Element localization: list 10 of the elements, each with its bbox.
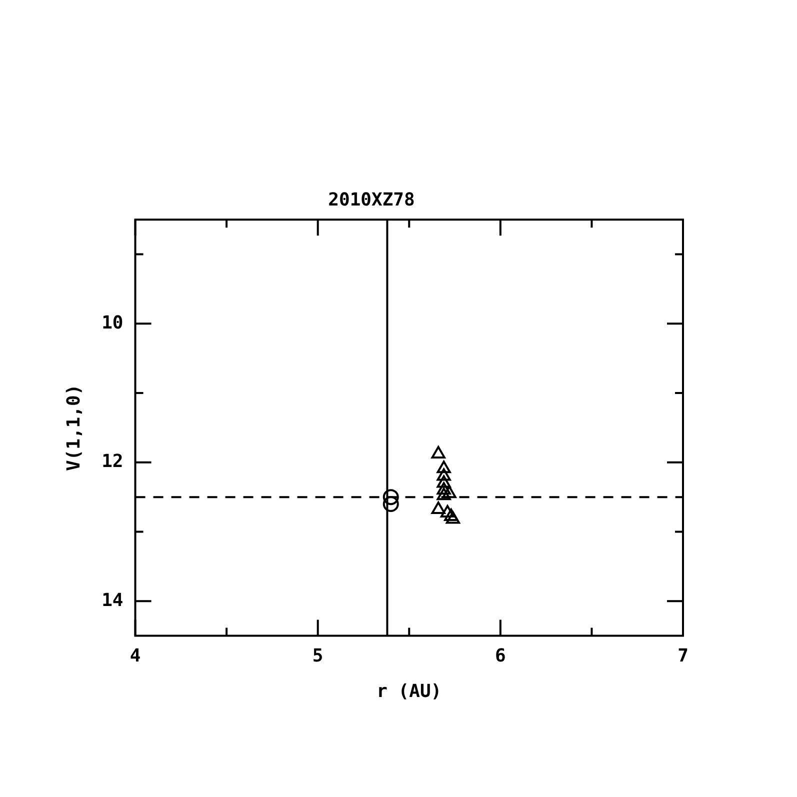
- y-tick-label: 12: [102, 451, 124, 472]
- y-axis-title: V(1,1,0): [63, 384, 84, 472]
- x-tick-label: 5: [312, 645, 324, 666]
- x-tick-label: 4: [130, 645, 141, 666]
- x-axis-title: r (AU): [376, 680, 442, 702]
- x-tick-label: 7: [678, 645, 688, 666]
- y-tick-label: 10: [102, 312, 124, 334]
- chart-title: 2010XZ78: [328, 189, 415, 210]
- x-tick-label: 6: [495, 645, 506, 666]
- y-tick-label: 14: [102, 590, 124, 611]
